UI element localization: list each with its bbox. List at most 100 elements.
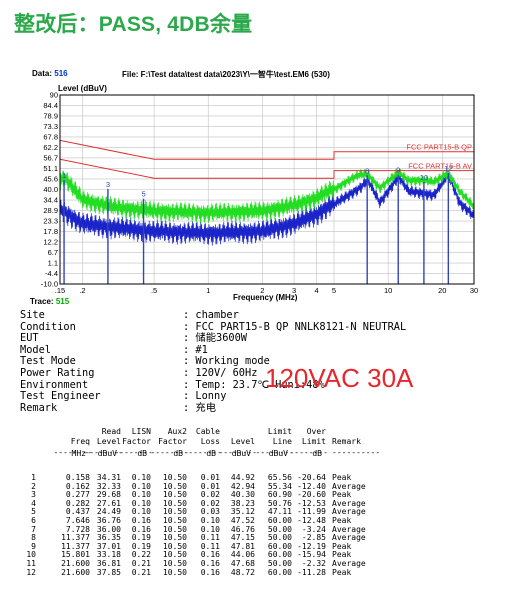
table-cell: 0.02 (200, 490, 220, 500)
table-cell: 44.06 (230, 550, 255, 560)
marker-label: 1 (62, 171, 66, 180)
table-unit: dBuV (231, 449, 251, 458)
limit-label: FCC PART15-B AV (408, 162, 472, 171)
table-cell: 0.16 (131, 524, 151, 534)
table-cell: 11.377 (61, 533, 90, 543)
table-cell: 24.49 (96, 507, 121, 517)
table-cell: 36.35 (96, 533, 121, 543)
table-cell: 10.50 (162, 490, 187, 500)
table-cell: 60.00 (267, 541, 292, 551)
condition-annotation: 120VAC 30A (265, 363, 414, 393)
info-key: Condition (20, 320, 76, 333)
table-cell: 21.600 (61, 567, 90, 577)
measurement-table: Read LISN Aux2 Cable Limit Over Freq Level Facto… (0, 427, 531, 597)
table-header: Loss (200, 437, 220, 446)
limit-line (59, 158, 474, 179)
x-axis-label: Frequency (MHz) (233, 293, 298, 302)
table-cell: 0.10 (131, 490, 151, 500)
table-cell: 60.00 (267, 550, 292, 560)
table-rule: -------- (150, 448, 189, 457)
table-cell: 0.16 (131, 516, 151, 525)
table-cell: 21.600 (61, 559, 90, 568)
table-rule: -------- (84, 448, 123, 457)
table-cell: 34.31 (96, 473, 121, 482)
table-cell: 10.50 (162, 559, 187, 568)
x-tick-label: 5 (332, 286, 336, 295)
data-id-label: Data: (32, 69, 53, 78)
table-cell: 10.50 (162, 516, 187, 525)
test-info: Site: chamber Condition: FCC PART15-B QP… (20, 309, 406, 414)
x-tick-label: .15 (55, 286, 65, 295)
table-cell: 50.76 (267, 498, 292, 508)
info-row: Condition: FCC PART15-B QP NNLK8121-N NE… (20, 320, 406, 334)
y-tick-label: -4.4 (45, 269, 58, 278)
y-tick-label: 67.8 (43, 132, 58, 141)
avg-trace-line (59, 169, 475, 246)
chart-series (59, 168, 475, 246)
x-tick-label: .2 (79, 286, 85, 295)
table-cell: 38.23 (230, 498, 255, 508)
table-cell: 10.50 (162, 481, 187, 491)
table-cell: 47.11 (267, 507, 292, 517)
table-cell: 48.72 (230, 567, 255, 577)
table-cell: 10.50 (162, 550, 187, 560)
table-header-top: Cable (195, 427, 220, 436)
table-header: Remark (332, 437, 361, 446)
limit-line (59, 139, 474, 160)
table-cell: 40.30 (230, 490, 255, 500)
heading-text: 整改后：PASS, 4DB余量 (14, 13, 253, 36)
y-tick-label: 17.8 (43, 227, 58, 236)
table-cell: Average (332, 533, 366, 543)
table-cell: 9 (31, 541, 36, 551)
table-cell: 1 (31, 473, 36, 482)
table-rule: -------- (218, 448, 257, 457)
chart-ticks: 9084.478.973.367.862.256.751.145.640.034… (41, 91, 478, 296)
table-unit: dB (312, 449, 322, 458)
table-cell: 36.81 (96, 559, 121, 568)
table-cell: Average (332, 507, 366, 517)
info-value: : Lonny (183, 390, 227, 403)
table-cell: 11 (26, 559, 36, 568)
file-path: File: F:\Test data\test data\2023\Y\一智牛\… (122, 70, 330, 79)
table-cell: 15.801 (61, 550, 90, 560)
table-rule: -------- (289, 448, 328, 457)
table-cell: -11.99 (297, 507, 326, 517)
x-tick-label: 2 (260, 286, 264, 295)
info-row: Test Mode: Working mode (20, 356, 406, 368)
x-tick-label: 10 (384, 286, 392, 295)
info-value: : #1 (183, 343, 208, 356)
table-cell: Average (332, 559, 366, 568)
table-unit: dBuV (97, 449, 117, 458)
table-cell: -2.85 (301, 533, 326, 543)
table-cell: 0.19 (131, 541, 151, 551)
table-cell: 60.00 (267, 567, 292, 577)
info-value: : Temp: 23.7℃ Huni:48% (183, 378, 325, 391)
limit-label: FCC PART15-B QP (406, 143, 472, 152)
info-key: Model (20, 343, 51, 356)
table-cell: 0.11 (200, 533, 220, 543)
table-cell: Peak (332, 473, 352, 482)
info-row: Environment: Temp: 23.7℃ Huni:48% (20, 378, 406, 392)
table-cell: 10.50 (162, 524, 187, 534)
info-key: EUT (20, 332, 39, 345)
table-cell: 50.00 (267, 524, 292, 534)
table-rule: -------- (53, 448, 92, 457)
table-cell: Peak (332, 550, 352, 560)
table-cell: 42.94 (230, 481, 255, 491)
marker-label: 10 (420, 173, 428, 182)
table-unit: dB (206, 449, 216, 458)
table-cell: 10.50 (162, 567, 187, 577)
info-value: : 充电 (183, 401, 216, 414)
marker-label: 5 (141, 190, 145, 199)
table-cell: 50.00 (267, 533, 292, 543)
table-cell: 47.68 (230, 559, 255, 568)
table-cell: 5 (31, 507, 36, 517)
table-cell: -12.40 (297, 481, 326, 491)
info-key: Power Rating (20, 366, 95, 379)
info-value: : 储能3600W (183, 332, 247, 345)
table-cell: 65.56 (267, 473, 292, 482)
info-value: : chamber (183, 309, 239, 321)
info-row: Power Rating: 120V/ 60Hz (20, 366, 406, 380)
table-unit: dB (137, 449, 147, 458)
table-rule: -------- (255, 448, 294, 457)
